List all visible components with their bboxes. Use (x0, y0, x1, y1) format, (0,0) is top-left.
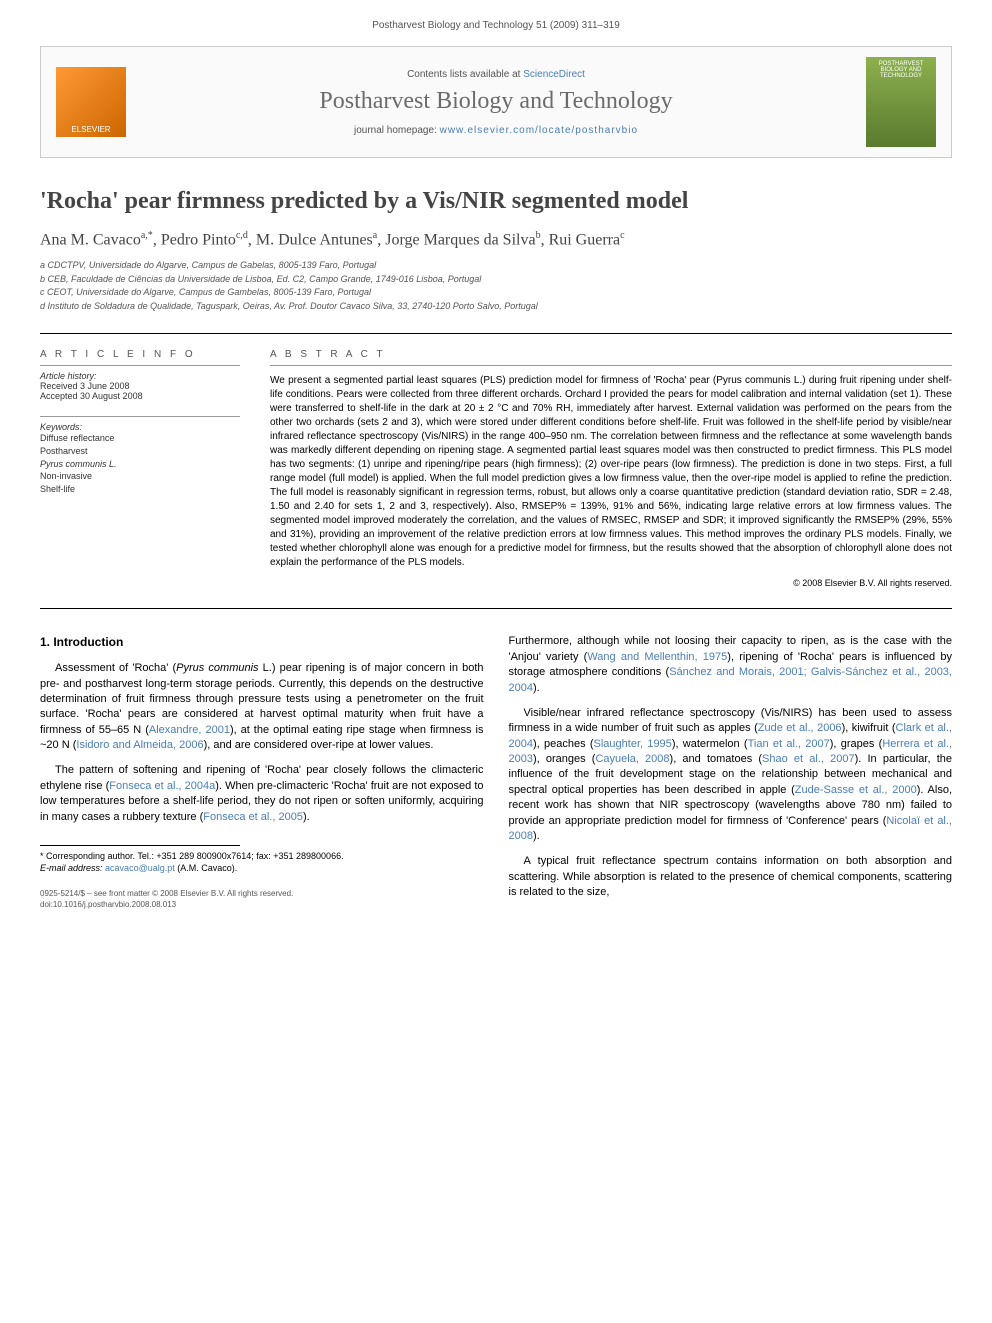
info-abstract-block: A R T I C L E I N F O Article history: R… (40, 349, 952, 588)
footnote-block: * Corresponding author. Tel.: +351 289 8… (40, 851, 484, 874)
publisher-logo: ELSEVIER (56, 67, 126, 137)
journal-title: Postharvest Biology and Technology (126, 88, 866, 115)
footer-line: 0925-5214/$ – see front matter © 2008 El… (40, 889, 484, 899)
abstract-text: We present a segmented partial least squ… (270, 374, 952, 570)
body-paragraph: Assessment of 'Rocha' (Pyrus communis L.… (40, 661, 484, 753)
body-paragraph: The pattern of softening and ripening of… (40, 763, 484, 825)
affiliation-line: a CDCTPV, Universidade do Algarve, Campu… (40, 259, 952, 273)
right-column: Furthermore, although while not loosing … (509, 634, 953, 910)
body-paragraph: Furthermore, although while not loosing … (509, 634, 953, 696)
journal-cover-thumb: POSTHARVEST BIOLOGY AND TECHNOLOGY (866, 57, 936, 147)
keyword: Shelf-life (40, 483, 240, 496)
keywords-label: Keywords: (40, 422, 240, 432)
section-heading: 1. Introduction (40, 634, 484, 651)
sciencedirect-link[interactable]: ScienceDirect (523, 69, 585, 80)
abstract-heading: A B S T R A C T (270, 349, 952, 360)
body-paragraph: A typical fruit reflectance spectrum con… (509, 854, 953, 900)
page-footer: 0925-5214/$ – see front matter © 2008 El… (40, 889, 484, 910)
info-divider (40, 365, 240, 366)
divider (40, 608, 952, 609)
info-heading: A R T I C L E I N F O (40, 349, 240, 360)
author-list: Ana M. Cavacoa,*, Pedro Pintoc,d, M. Dul… (40, 230, 952, 249)
footnote-divider (40, 845, 240, 846)
keyword: Diffuse reflectance (40, 432, 240, 445)
article-info: A R T I C L E I N F O Article history: R… (40, 349, 240, 588)
homepage-link[interactable]: www.elsevier.com/locate/postharvbio (440, 125, 638, 136)
left-column: 1. Introduction Assessment of 'Rocha' (P… (40, 634, 484, 910)
history-label: Article history: (40, 371, 240, 381)
divider (40, 333, 952, 334)
journal-banner: ELSEVIER Contents lists available at Sci… (40, 46, 952, 158)
body-columns: 1. Introduction Assessment of 'Rocha' (P… (40, 634, 952, 910)
keyword: Non-invasive (40, 470, 240, 483)
keywords-list: Diffuse reflectance Postharvest Pyrus co… (40, 432, 240, 495)
homepage-prefix: journal homepage: (354, 125, 440, 136)
info-divider (40, 416, 240, 417)
banner-center: Contents lists available at ScienceDirec… (126, 69, 866, 136)
email-label: E-mail address: (40, 863, 103, 873)
homepage-line: journal homepage: www.elsevier.com/locat… (126, 125, 866, 136)
history-dates: Received 3 June 2008 Accepted 30 August … (40, 381, 240, 401)
doi-line: doi:10.1016/j.postharvbio.2008.08.013 (40, 900, 484, 910)
body-paragraph: Visible/near infrared reflectance spectr… (509, 706, 953, 845)
abstract-divider (270, 365, 952, 366)
affiliation-line: d Instituto de Soldadura de Qualidade, T… (40, 300, 952, 314)
contents-line: Contents lists available at ScienceDirec… (126, 69, 866, 80)
affiliation-line: b CEB, Faculdade de Ciências da Universi… (40, 273, 952, 287)
accepted-date: Accepted 30 August 2008 (40, 391, 240, 401)
keyword: Pyrus communis L. (40, 458, 240, 471)
abstract: A B S T R A C T We present a segmented p… (270, 349, 952, 588)
affiliations: a CDCTPV, Universidade do Algarve, Campu… (40, 259, 952, 313)
received-date: Received 3 June 2008 (40, 381, 240, 391)
corresponding-author: * Corresponding author. Tel.: +351 289 8… (40, 851, 484, 863)
article-title: 'Rocha' pear firmness predicted by a Vis… (40, 188, 952, 215)
affiliation-line: c CEOT, Universidade do Algarve, Campus … (40, 286, 952, 300)
email-link[interactable]: acavaco@ualg.pt (105, 863, 175, 873)
contents-prefix: Contents lists available at (407, 69, 523, 80)
copyright-line: © 2008 Elsevier B.V. All rights reserved… (270, 578, 952, 588)
keyword: Postharvest (40, 445, 240, 458)
running-head: Postharvest Biology and Technology 51 (2… (40, 20, 952, 31)
email-line: E-mail address: acavaco@ualg.pt (A.M. Ca… (40, 863, 484, 875)
email-suffix: (A.M. Cavaco). (177, 863, 237, 873)
